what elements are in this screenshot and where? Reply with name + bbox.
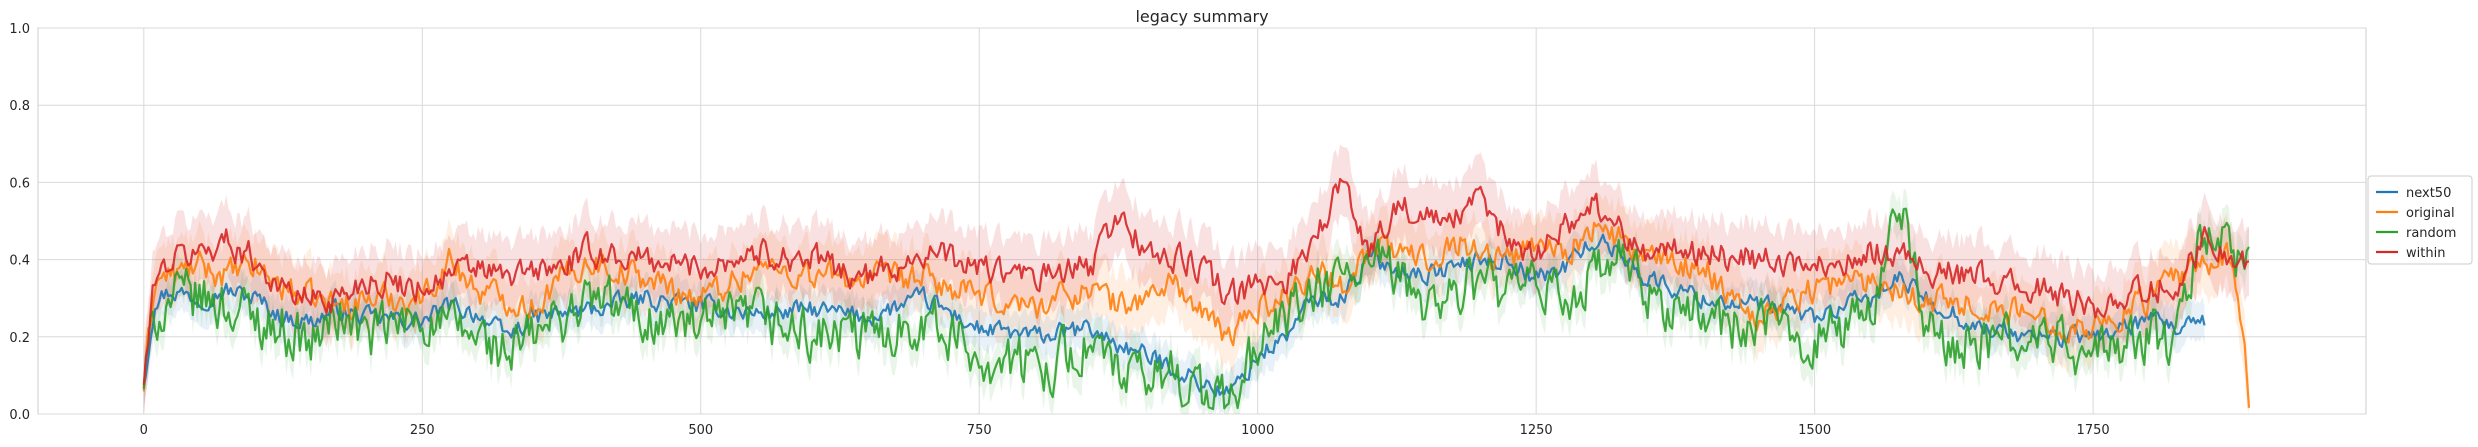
y-tick-label: 0.0	[9, 408, 30, 423]
series-lines	[142, 177, 2251, 411]
y-tick-label: 0.8	[9, 99, 30, 114]
x-tick-labels: 0 250 500 750 1000 1250 1500 1750	[140, 423, 2110, 438]
legend-label-random: random	[2406, 226, 2456, 241]
x-tick-label: 1500	[1798, 423, 1831, 438]
legend-label-original: original	[2406, 206, 2455, 221]
legend: next50 original random within	[2367, 175, 2473, 265]
y-tick-label: 0.4	[9, 254, 30, 269]
x-tick-label: 1000	[1241, 423, 1274, 438]
x-tick-label: 750	[967, 423, 992, 438]
legend-box	[2367, 175, 2473, 265]
x-tick-label: 0	[140, 423, 148, 438]
legend-label-next50: next50	[2406, 186, 2451, 201]
x-tick-label: 250	[410, 423, 435, 438]
x-tick-label: 500	[688, 423, 713, 438]
y-tick-labels: 0.0 0.2 0.4 0.6 0.8 1.0	[9, 22, 30, 423]
band-original	[143, 192, 2249, 414]
x-tick-label: 1750	[2077, 423, 2110, 438]
plot-area	[37, 27, 2367, 415]
y-tick-label: 0.2	[9, 331, 30, 346]
x-tick-label: 1250	[1520, 423, 1553, 438]
series-line-original	[142, 221, 2251, 408]
y-tick-label: 1.0	[9, 22, 30, 37]
y-tick-label: 0.6	[9, 176, 30, 191]
series-line-within	[142, 177, 2250, 386]
chart-title: legacy summary	[1135, 7, 1268, 26]
legend-label-within: within	[2406, 246, 2445, 261]
series-line-random	[142, 207, 2250, 411]
